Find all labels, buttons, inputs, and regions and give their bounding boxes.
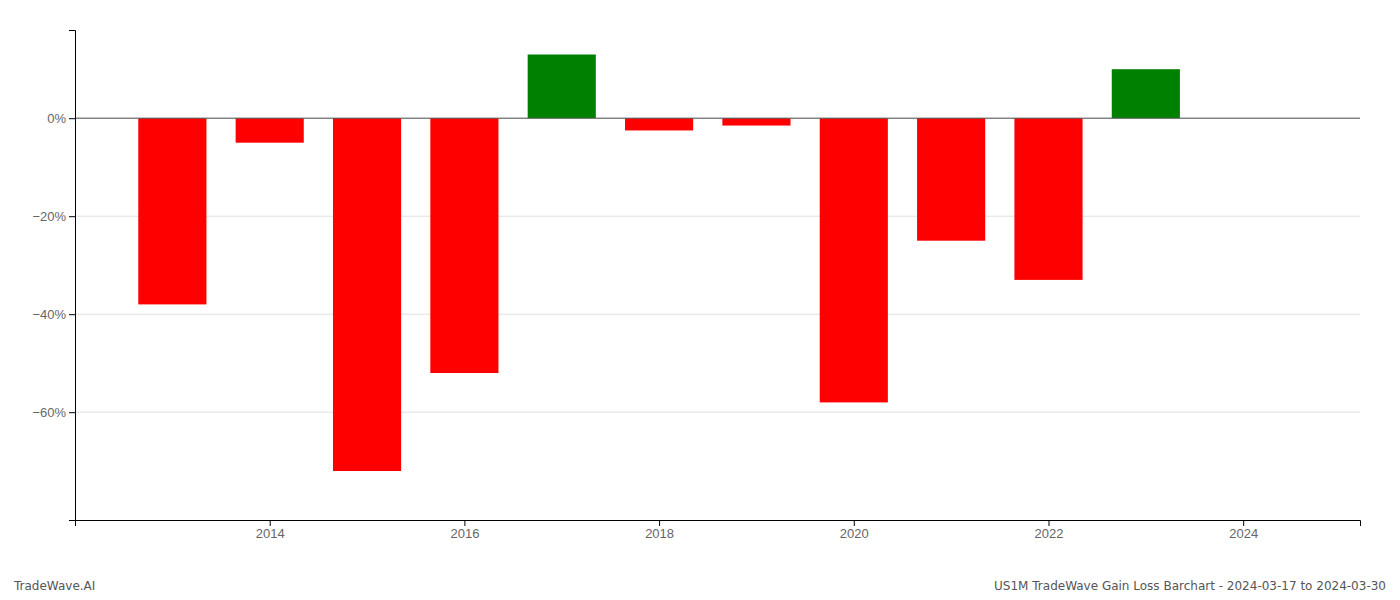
- x-tick-label: 2022: [1035, 526, 1064, 541]
- bar: [528, 55, 596, 119]
- x-tick-mark: [659, 520, 660, 526]
- y-tick-label: −40%: [32, 307, 66, 322]
- y-tick-mark: [69, 412, 75, 413]
- x-tick-mark: [270, 520, 271, 526]
- zero-line: [75, 118, 1360, 119]
- bar: [1112, 69, 1180, 118]
- x-tick-label: 2016: [450, 526, 479, 541]
- bar: [430, 118, 498, 373]
- x-tick: 2016: [450, 520, 479, 541]
- x-tick: 2022: [1035, 520, 1064, 541]
- y-tick-mark: [69, 216, 75, 217]
- x-tick: 2024: [1229, 520, 1258, 541]
- y-tick-label: −20%: [32, 209, 66, 224]
- plot-area: [75, 55, 1360, 472]
- footer-right: US1M TradeWave Gain Loss Barchart - 2024…: [994, 579, 1386, 593]
- bar: [1014, 118, 1082, 280]
- bar: [333, 118, 401, 471]
- grid-line: [75, 412, 1360, 413]
- x-axis-line: [76, 521, 1361, 527]
- x-tick-mark: [1048, 520, 1049, 526]
- bar: [138, 118, 206, 304]
- y-tick: 0%: [47, 111, 75, 126]
- grid-line: [75, 314, 1360, 315]
- chart-container: 2014 2016 2018 2020 2022 2024 0% −20% −40% −60% Tr…: [0, 0, 1400, 600]
- grid-line: [75, 118, 1360, 119]
- bar: [820, 118, 888, 402]
- bar: [236, 118, 304, 143]
- x-tick: 2018: [645, 520, 674, 541]
- x-tick: 2014: [256, 520, 285, 541]
- y-axis-line: [69, 31, 76, 521]
- x-tick-label: 2014: [256, 526, 285, 541]
- footer-left: TradeWave.AI: [13, 579, 95, 593]
- y-tick: −20%: [32, 209, 75, 224]
- y-tick-mark: [69, 118, 75, 119]
- x-tick-label: 2020: [840, 526, 869, 541]
- bar: [917, 118, 985, 241]
- bar: [625, 118, 693, 130]
- grid: [75, 118, 1360, 412]
- bar: [722, 118, 790, 125]
- y-tick-label: 0%: [47, 111, 66, 126]
- x-axis: 2014 2016 2018 2020 2022 2024: [76, 520, 1361, 541]
- chart-svg: 2014 2016 2018 2020 2022 2024 0% −20% −40% −60% Tr…: [0, 0, 1400, 600]
- y-axis: 0% −20% −40% −60%: [32, 31, 75, 521]
- x-tick-label: 2024: [1229, 526, 1258, 541]
- y-tick: −40%: [32, 307, 75, 322]
- x-tick-mark: [464, 520, 465, 526]
- y-tick: −60%: [32, 405, 75, 420]
- y-tick-mark: [69, 314, 75, 315]
- x-tick-mark: [854, 520, 855, 526]
- grid-line: [75, 216, 1360, 217]
- x-tick: 2020: [840, 520, 869, 541]
- x-tick-mark: [1243, 520, 1244, 526]
- x-tick-label: 2018: [645, 526, 674, 541]
- y-tick-label: −60%: [32, 405, 66, 420]
